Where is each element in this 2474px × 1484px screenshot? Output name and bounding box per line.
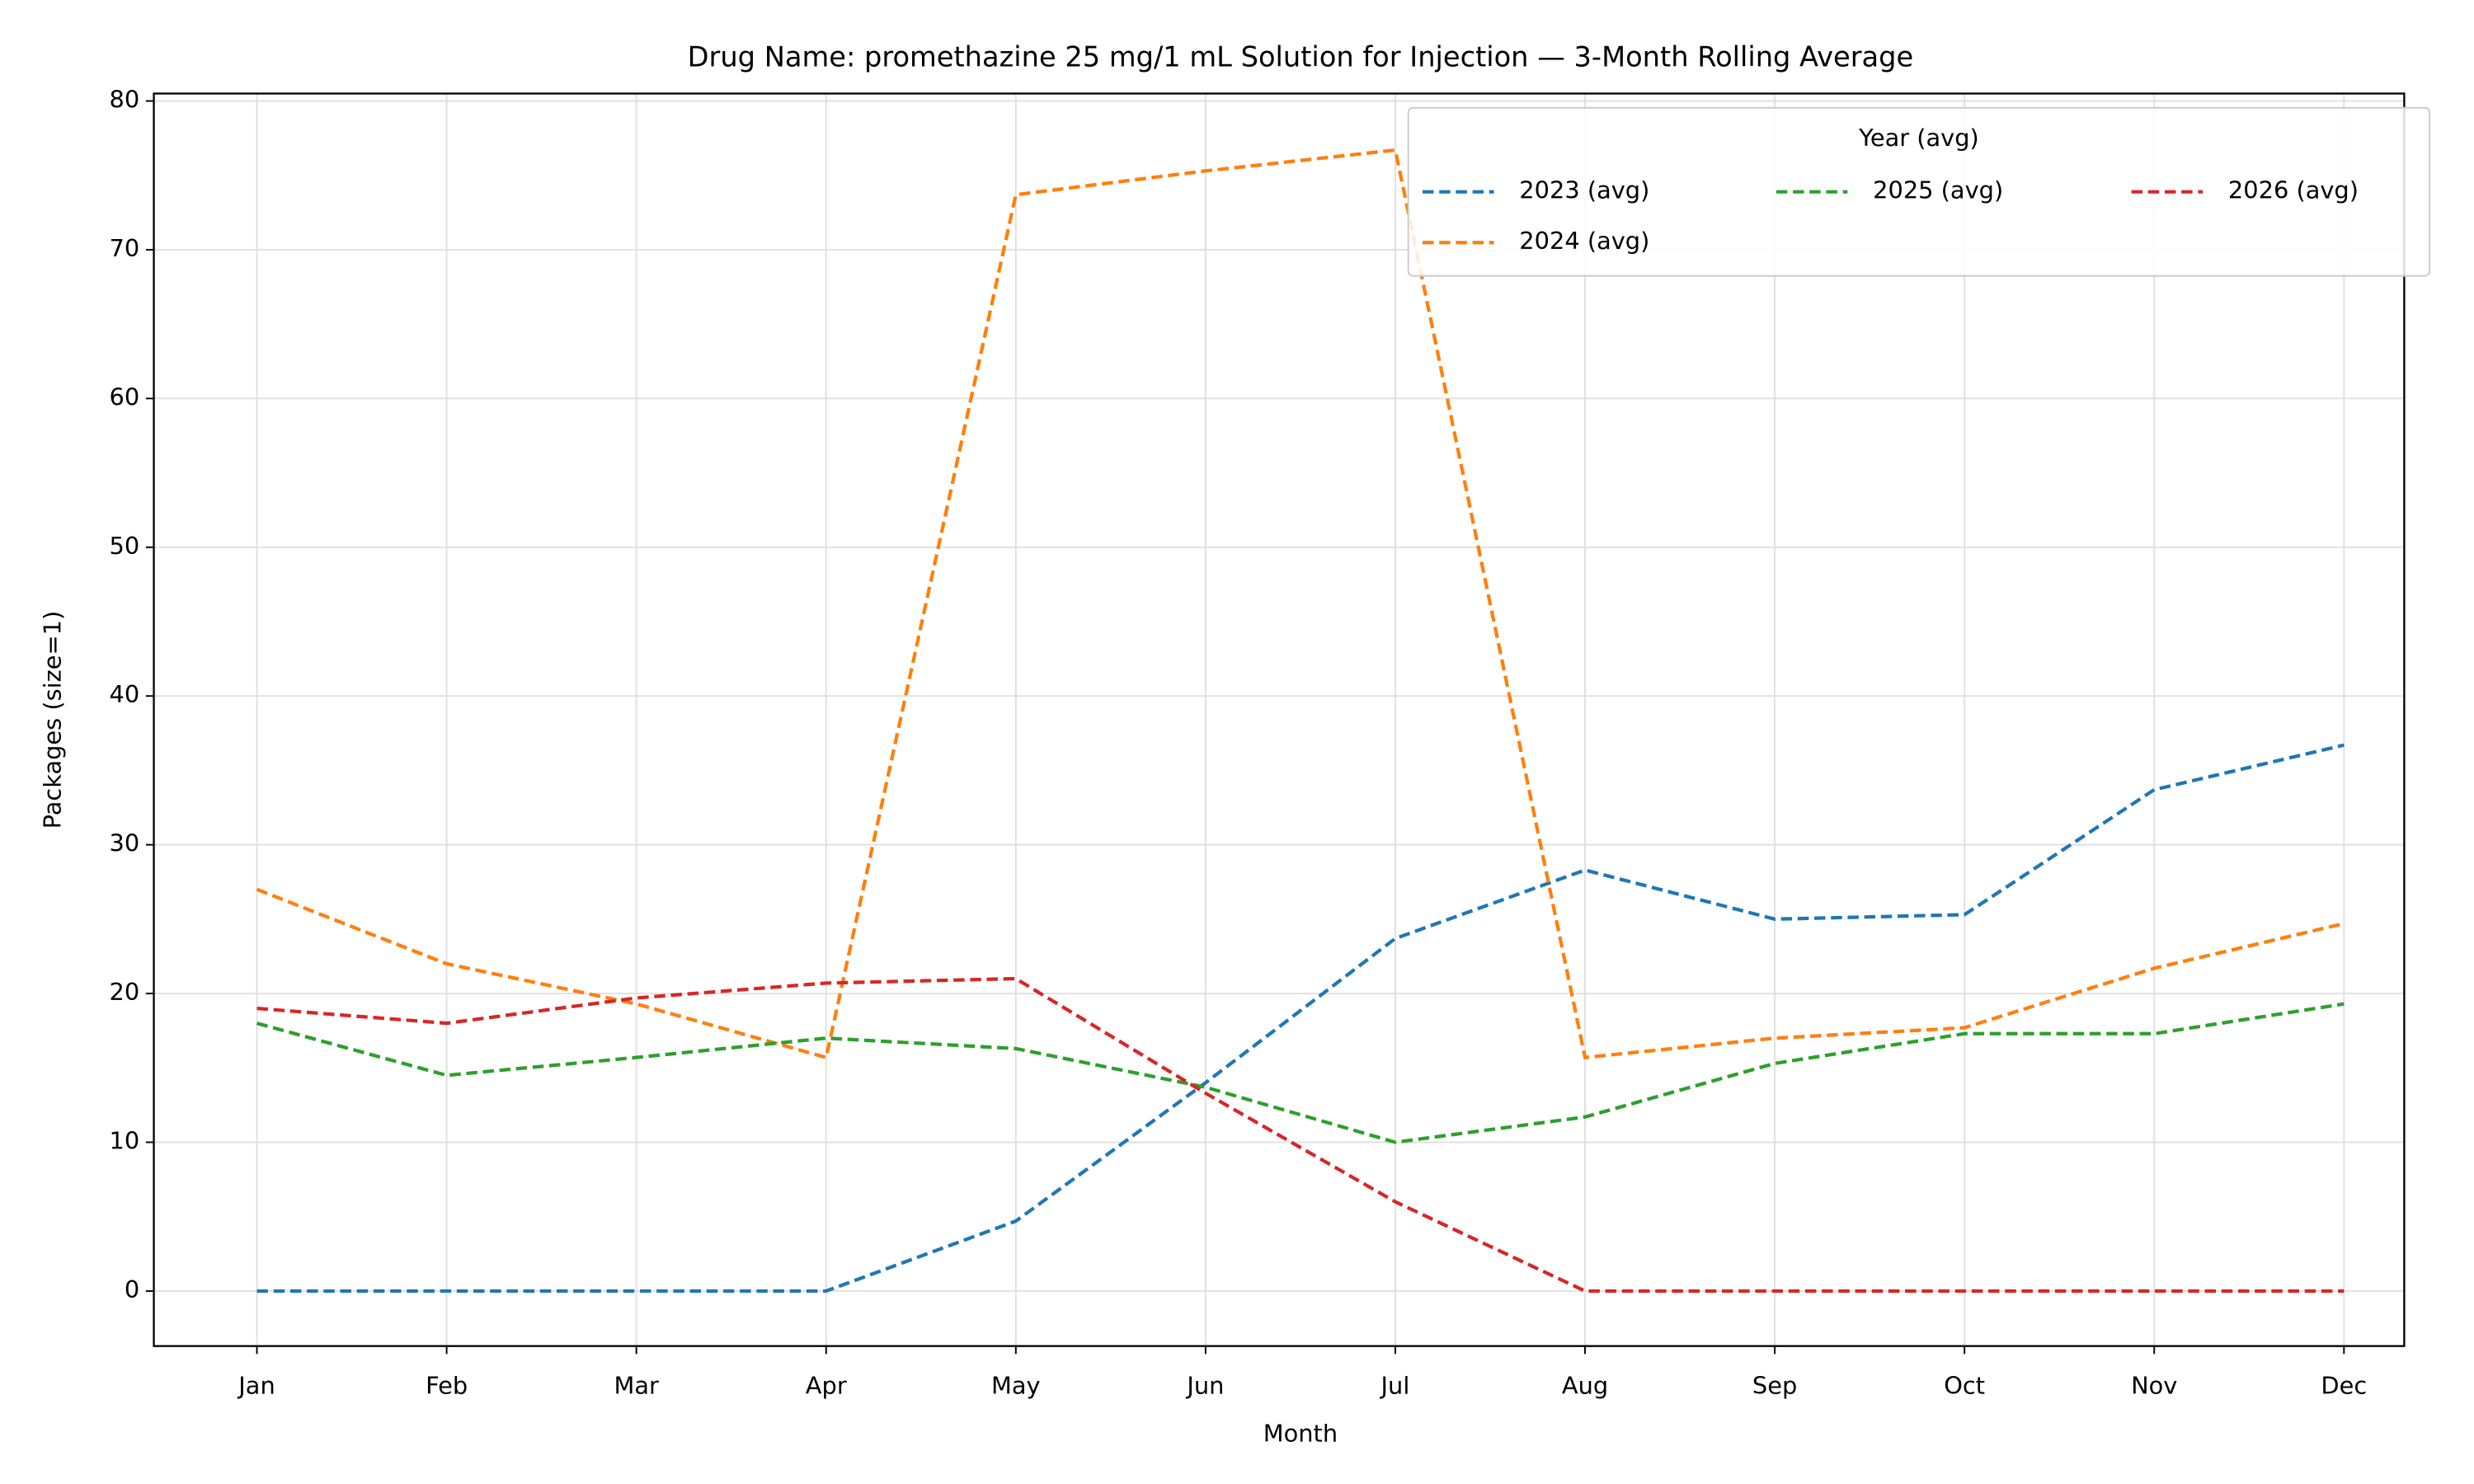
- y-tick-label: 50: [110, 532, 140, 560]
- plot-frame: [153, 92, 2406, 1347]
- x-tick-label: Aug: [1562, 1372, 1608, 1400]
- series-line: [256, 1002, 2345, 1144]
- x-tick-label: Feb: [426, 1372, 468, 1400]
- y-tick-label: 40: [110, 680, 140, 708]
- series-line: [256, 148, 2345, 1060]
- y-tick-label: 20: [110, 978, 140, 1006]
- x-tick-label: Jul: [1380, 1372, 1410, 1400]
- series-line: [256, 743, 2345, 1294]
- x-tick-label: Jun: [1185, 1372, 1224, 1400]
- x-axis-label: Month: [1263, 1419, 1338, 1447]
- legend-label: 2024 (avg): [1519, 227, 1649, 255]
- y-tick-label: 0: [125, 1275, 139, 1303]
- x-tick-label: Oct: [1944, 1372, 1985, 1400]
- x-tick-label: Jan: [237, 1372, 275, 1400]
- y-tick-label: 70: [110, 234, 140, 262]
- legend-label: 2023 (avg): [1519, 176, 1649, 204]
- legend-label: 2026 (avg): [2228, 176, 2359, 204]
- chart-title: Drug Name: promethazine 25 mg/1 mL Solut…: [688, 41, 1914, 73]
- legend-box: [1407, 106, 2431, 277]
- x-tick-label: Dec: [2321, 1372, 2367, 1400]
- y-tick-label: 10: [110, 1127, 140, 1155]
- y-axis-label: Packages (size=1): [38, 611, 66, 829]
- x-tick-label: Apr: [806, 1372, 847, 1400]
- x-tick-label: Nov: [2131, 1372, 2177, 1400]
- x-tick-label: Sep: [1752, 1372, 1797, 1400]
- x-tick-label: Mar: [614, 1372, 659, 1400]
- series-line: [256, 976, 2345, 1294]
- x-tick-label: May: [991, 1372, 1041, 1400]
- legend-title: Year (avg): [1858, 124, 1979, 152]
- legend-label: 2025 (avg): [1873, 176, 2003, 204]
- y-tick-label: 30: [110, 829, 140, 857]
- y-tick-label: 60: [110, 383, 140, 411]
- y-tick-label: 80: [110, 85, 140, 113]
